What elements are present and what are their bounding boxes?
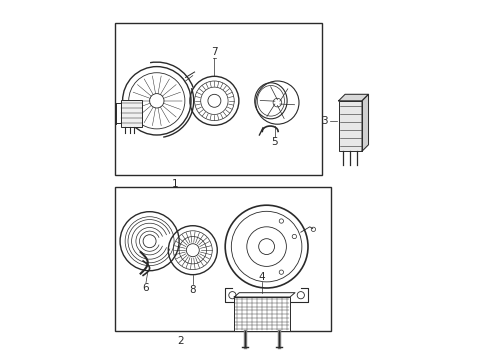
Polygon shape [362,94,368,151]
Polygon shape [339,94,368,101]
Bar [234,297,290,331]
Text: 5: 5 [271,137,278,147]
Bar [121,100,142,127]
Text: 6: 6 [143,283,149,293]
Text: 7: 7 [211,47,218,57]
Text: 2: 2 [177,336,184,346]
Text: 1: 1 [172,179,178,189]
Bar [116,187,331,331]
Text: 3: 3 [321,116,328,126]
Bar [339,101,362,151]
Text: 4: 4 [259,272,266,282]
Bar [116,23,322,175]
Text: 8: 8 [190,285,196,295]
Polygon shape [234,293,295,297]
